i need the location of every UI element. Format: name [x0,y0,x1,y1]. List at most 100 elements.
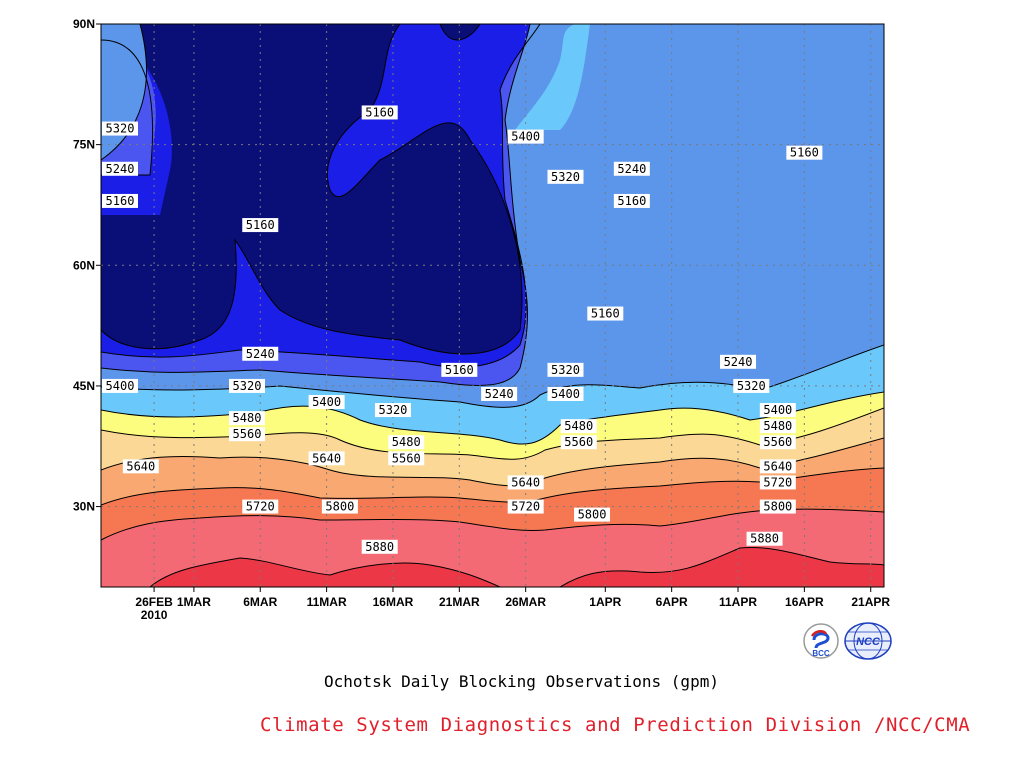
contour-label-bg [361,105,398,120]
contour-label: 5640 [122,459,159,474]
contour-label-text: 5320 [233,379,262,393]
contour-label-text: 5640 [763,459,792,473]
contour-label-text: 5480 [564,419,593,433]
contour-label-bg [547,362,584,377]
contour-label-text: 5320 [737,379,766,393]
contour-label-bg [759,419,796,434]
contour-label-bg [374,403,411,418]
contour-label-bg [507,129,544,144]
contour-label-bg [102,193,138,208]
contour-label: 5240 [481,386,518,401]
contour-label-bg [507,475,544,490]
contour-label-text: 5640 [126,459,155,473]
contour-label-text: 5240 [724,355,753,369]
contour-line-5720 [101,467,884,506]
contour-label: 5480 [228,411,265,426]
contour-label-bg [587,306,624,321]
contour-label-text: 5240 [246,347,275,361]
contour-label-text: 5720 [511,500,540,514]
contour-label-bg [242,346,279,361]
contour-label-bg [228,411,265,426]
contour-label-text: 5160 [106,194,135,208]
contour-label-text: 5720 [246,500,275,514]
contour-label-bg [242,499,279,514]
contour-label-text: 5320 [379,403,408,417]
contour-label: 5560 [560,435,597,450]
contour-label-text: 5640 [312,451,341,465]
contour-label: 5160 [242,218,279,233]
footer-credit: Climate System Diagnostics and Predictio… [260,714,971,736]
x-tick-label: 26FEB [135,595,173,609]
plot-frame [100,23,885,588]
contour-line-5160 [101,24,523,355]
bcc-logo-text: BCC [812,649,830,658]
contour-label-text: 5320 [551,363,580,377]
contour-label: 5400 [507,129,544,144]
contour-label-text: 5400 [763,403,792,417]
contour-label-text: 5800 [578,508,607,522]
contour-label: 5320 [547,362,584,377]
contour-label-bg [102,378,138,393]
contour-label-bg [759,403,796,418]
chart-title: Ochotsk Daily Blocking Observations (gpm… [324,672,719,691]
contour-label: 5320 [228,378,265,393]
x-tick-label: 21APR [851,595,890,609]
contour-label-text: 5160 [591,307,620,321]
band-fill-above-5880 [150,547,884,587]
contour-label-bg [560,419,597,434]
contour-label: 5160 [441,362,478,377]
y-tick-label: 75N [73,138,95,152]
contour-label-text: 5240 [617,162,646,176]
contour-label-bg [759,499,796,514]
x-year-label: 2010 [141,608,168,622]
contour-label-bg [481,386,518,401]
contour-label-bg [102,121,138,136]
y-axis-labels: 30N 45N 60N 75N 90N [73,17,95,514]
contour-line-5240 [101,24,541,368]
contour-label: 5320 [733,378,770,393]
contour-label: 5880 [746,531,783,546]
contour-label-bg [759,475,796,490]
contour-label-bg [720,354,757,369]
contour-label-text: 5160 [445,363,474,377]
contour-label-text: 5800 [325,500,354,514]
contour-label-text: 5160 [790,146,819,160]
y-tick-label: 30N [73,500,95,514]
contour-label: 5800 [574,507,611,522]
x-tick-label: 11MAR [307,595,347,609]
axis-ticks [96,23,872,592]
contour-label: 5800 [759,499,796,514]
contour-label-text: 5160 [365,105,394,119]
contour-label-bg [507,499,544,514]
contour-label: 5160 [361,105,398,120]
contour-line-5320 [101,24,531,386]
contour-label-bg [746,531,783,546]
contour-label-bg [228,378,265,393]
contour-label-text: 5320 [551,170,580,184]
contour-label: 5240 [102,161,138,176]
contour-line-5880 [149,546,884,587]
contour-label: 5720 [759,475,796,490]
contour-label-bg [560,435,597,450]
contour-label-text: 5560 [564,435,593,449]
x-tick-label: 16APR [785,595,824,609]
contour-label: 5240 [242,346,279,361]
contour-label: 5320 [102,121,138,136]
contour-label-text: 5400 [106,379,135,393]
x-tick-label: 16MAR [373,595,414,609]
contour-label: 5720 [242,499,279,514]
contour-label-text: 5560 [233,427,262,441]
contour-label-text: 5640 [511,475,540,489]
contour-label: 5480 [560,419,597,434]
contour-label-bg [122,459,159,474]
contour-label: 5560 [759,435,796,450]
contour-label-bg [574,507,611,522]
contour-label: 5320 [547,169,584,184]
ncc-logo-icon: NCC [843,621,893,661]
contour-label-text: 5800 [763,500,792,514]
contour-label-bg [733,378,770,393]
contour-label: 5160 [786,145,823,160]
contour-label: 5160 [613,193,650,208]
y-tick-label: 45N [73,379,95,393]
